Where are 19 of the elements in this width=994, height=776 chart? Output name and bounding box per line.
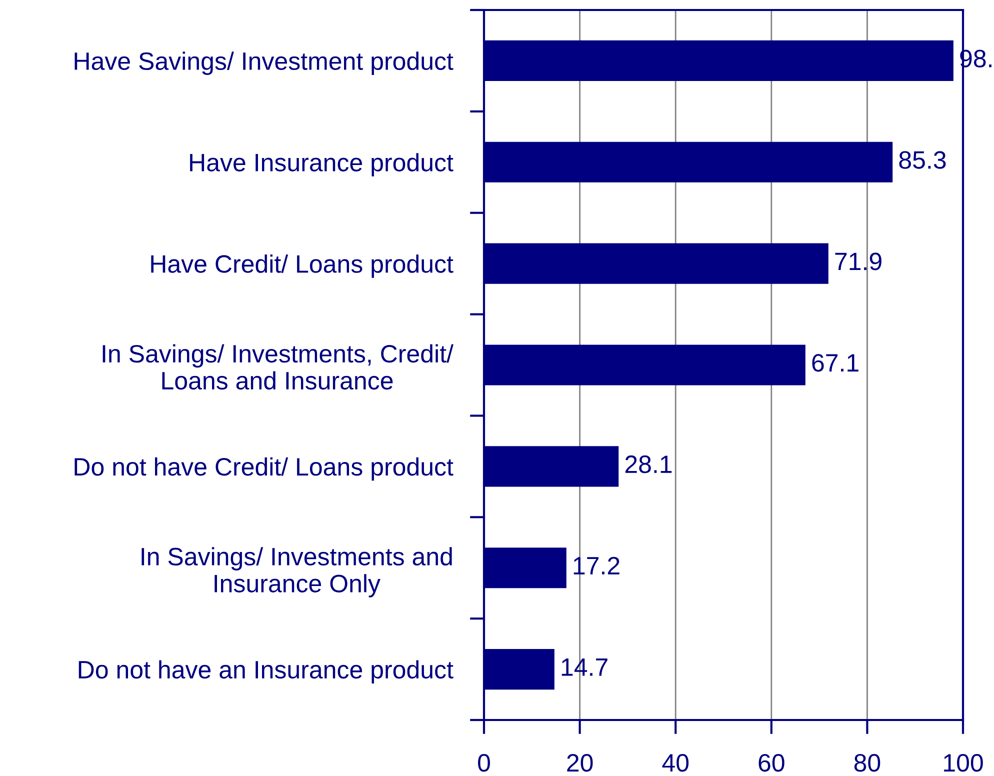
data-label: 67.1 <box>812 354 858 372</box>
data-label: 28.1 <box>625 455 672 474</box>
x-tick-label: 0 <box>478 754 490 772</box>
data-label: 17.2 <box>574 556 620 574</box>
x-tick-label: 60 <box>758 754 784 772</box>
data-label: 71.9 <box>835 252 882 270</box>
y-tick-label: Do not have an Insurance product <box>78 660 454 684</box>
x-tick-label: 20 <box>567 754 593 772</box>
x-tick-label: 100 <box>944 754 983 772</box>
y-tick-label: Have Insurance product <box>190 153 454 176</box>
data-label: 85.3 <box>899 151 946 169</box>
y-tick-label: In Savings/ Investments and Insurance Only <box>142 547 452 598</box>
x-tick-label: 40 <box>662 754 689 772</box>
y-tick-label: Have Credit/ Loans product <box>151 254 454 278</box>
y-tick-label: Have Savings/ Investment product <box>74 52 454 75</box>
y-tick-label: In Savings/ Investments, Credit/ Loans and Insurance <box>102 344 454 390</box>
y-tick-label: Do not have Credit/ Loans product <box>74 457 454 481</box>
x-tick-label: 80 <box>854 754 880 772</box>
data-label: 14.7 <box>562 658 608 676</box>
